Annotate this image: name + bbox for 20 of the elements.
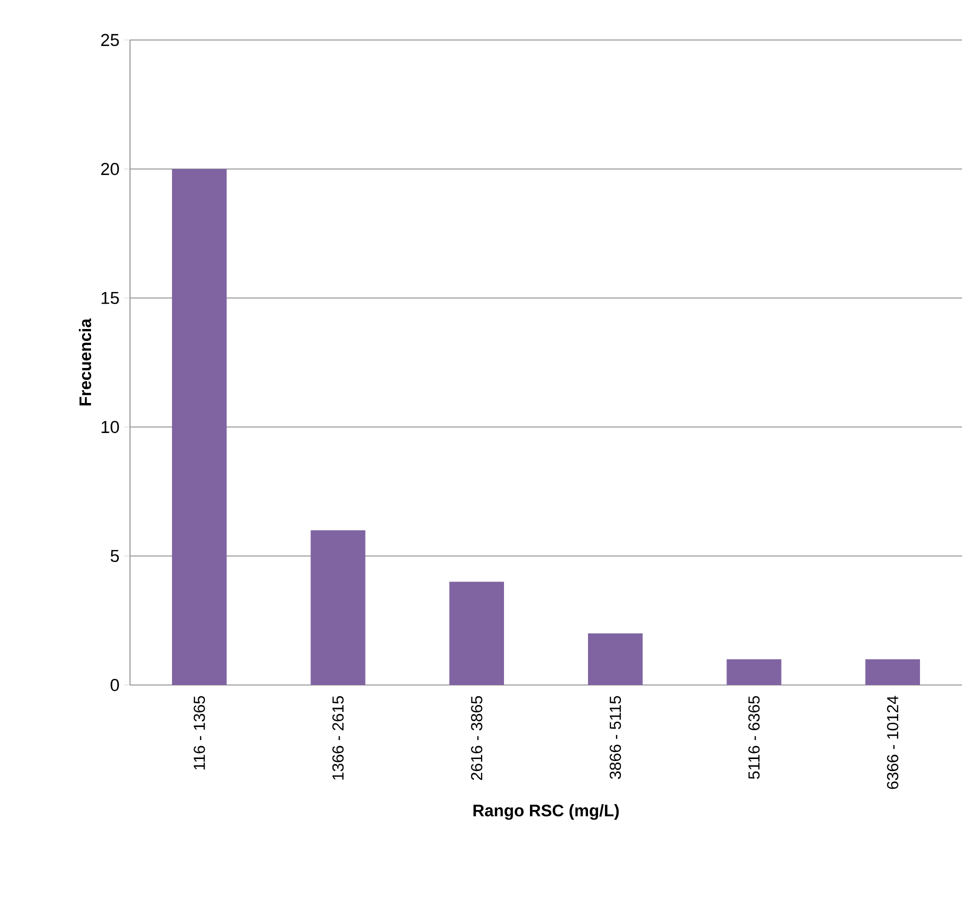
bar <box>449 582 504 685</box>
bar <box>172 168 227 685</box>
y-tick-label: 0 <box>110 678 119 692</box>
x-tick-label: 1366 - 2615 <box>332 696 344 780</box>
bar <box>865 659 920 685</box>
x-tick-label: 6366 - 10124 <box>887 696 898 789</box>
y-tick-label: 25 <box>101 34 119 46</box>
y-tick-label: 20 <box>101 162 119 176</box>
x-tick-label: 5116 - 6365 <box>748 696 760 779</box>
x-tick-label: 116 - 1365 <box>194 696 205 770</box>
y-tick-label: 5 <box>110 550 119 562</box>
x-tick-label: 2616 - 3865 <box>471 696 482 780</box>
x-tick-label: 3866 - 5115 <box>610 696 621 779</box>
y-tick-label: 15 <box>102 292 119 304</box>
bar <box>310 530 366 685</box>
y-tick-label: 10 <box>102 420 119 434</box>
x-axis-title: Rango RSC (mg/L) <box>474 804 619 820</box>
bar <box>726 659 782 685</box>
y-axis-title: Frecuencia <box>78 318 92 406</box>
bar <box>588 633 643 685</box>
